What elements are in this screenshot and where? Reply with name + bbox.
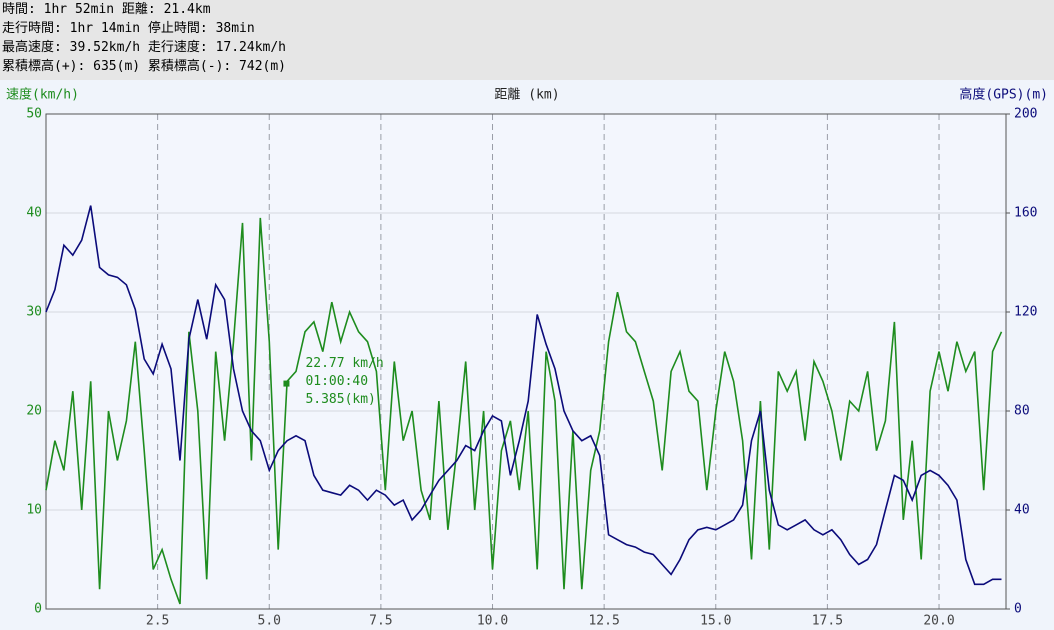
cursor-label: 22.77 km/h (305, 356, 383, 371)
plot-border (45, 113, 1007, 610)
x-tick-label: 15.0 (700, 614, 731, 629)
y-tick-label: 50 (26, 107, 42, 122)
cursor-marker (283, 380, 290, 387)
x-tick-label: 7.5 (369, 614, 392, 629)
y-tick-label: 30 (26, 305, 42, 320)
x-tick-label: 20.0 (923, 614, 954, 629)
data-line (45, 217, 1003, 605)
y2-tick-label: 120 (1014, 305, 1037, 320)
x-axis-label: 距離 (km) (494, 88, 559, 103)
y-axis-label: 速度(km/h) (6, 87, 79, 103)
y2-tick-label: 160 (1014, 206, 1037, 221)
y2-tick-label: 80 (1014, 404, 1030, 419)
summary-line: 累積標高(+): 635(m) 累積標高(-): 742(m) (2, 59, 287, 74)
y2-tick-label: 200 (1014, 107, 1037, 122)
y2-tick-label: 40 (1014, 503, 1030, 518)
summary-header: 時間: 1hr 52min 距離: 21.4km 走行時間: 1hr 14min… (0, 0, 1054, 80)
y-tick-label: 10 (26, 503, 42, 518)
plot-area (46, 114, 1006, 609)
data-line (45, 205, 1002, 586)
cursor-label: 5.385(km) (305, 392, 375, 407)
y-tick-label: 0 (34, 602, 42, 617)
summary-line: 時間: 1hr 52min 距離: 21.4km (2, 2, 211, 17)
y2-axis-label: 高度(GPS)(m) (959, 87, 1048, 103)
x-tick-label: 12.5 (588, 614, 619, 629)
x-tick-label: 5.0 (258, 614, 281, 629)
y2-tick-label: 0 (1014, 602, 1022, 617)
y-tick-label: 20 (26, 404, 42, 419)
x-tick-label: 17.5 (812, 614, 843, 629)
x-tick-label: 10.0 (477, 614, 508, 629)
cursor-label: 01:00:40 (305, 374, 368, 389)
summary-line: 最高速度: 39.52km/h 走行速度: 17.24km/h (2, 40, 287, 55)
summary-line: 走行時間: 1hr 14min 停止時間: 38min (2, 21, 255, 36)
y-tick-label: 40 (26, 206, 42, 221)
x-tick-label: 2.5 (146, 614, 169, 629)
